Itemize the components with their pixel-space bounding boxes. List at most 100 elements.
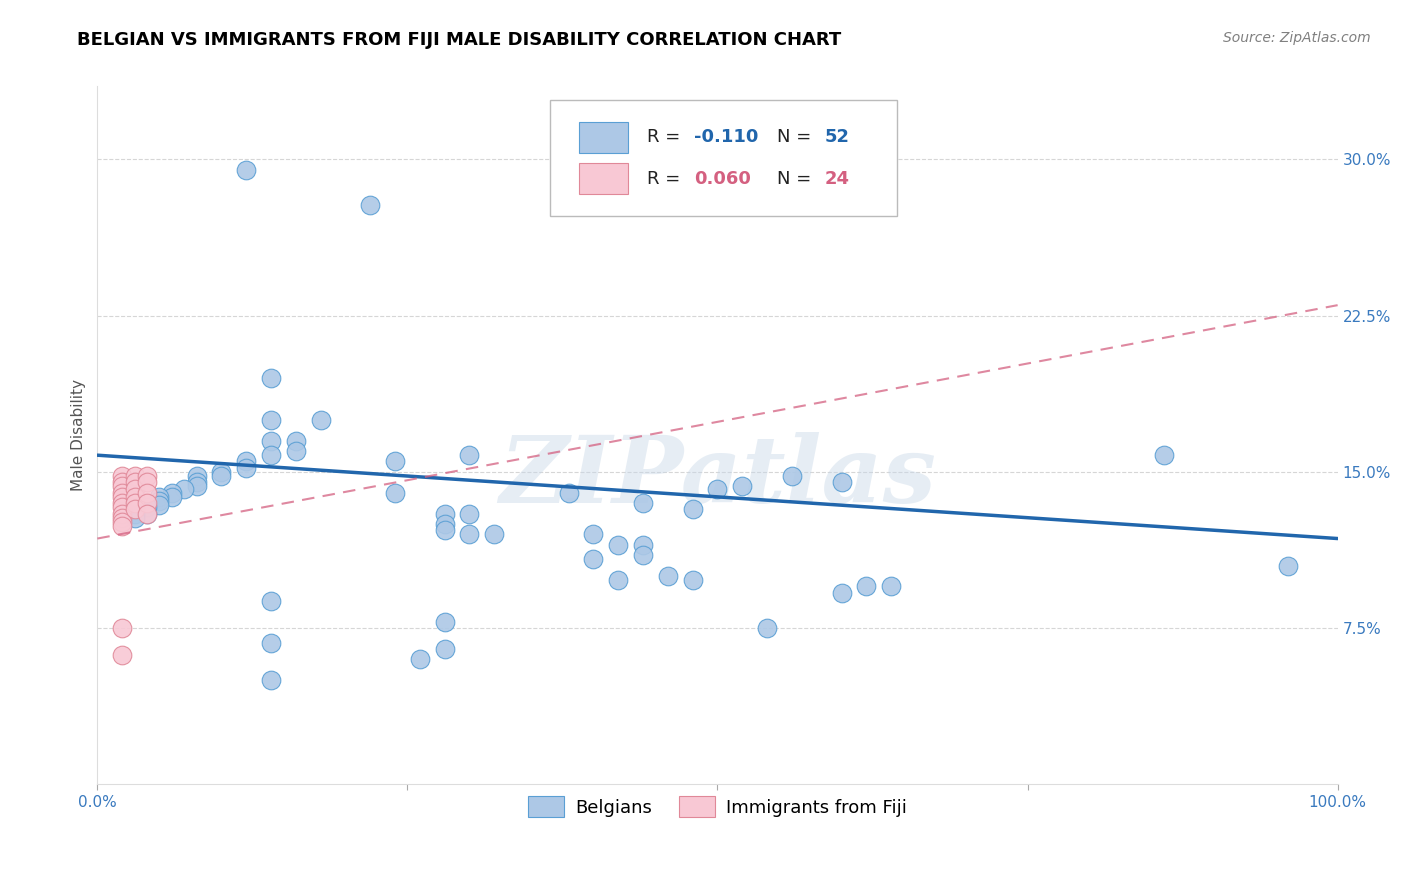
Point <box>260 594 283 608</box>
Bar <box>579 121 628 153</box>
Point <box>136 475 159 490</box>
Text: 52: 52 <box>824 128 849 146</box>
Point <box>111 496 134 510</box>
Point <box>111 519 134 533</box>
Point <box>136 507 159 521</box>
Point <box>260 371 283 385</box>
Point <box>607 573 630 587</box>
Text: N =: N = <box>778 169 817 187</box>
Text: -0.110: -0.110 <box>695 128 758 146</box>
Point <box>359 198 381 212</box>
Point <box>111 507 134 521</box>
Bar <box>579 163 628 194</box>
Text: 0.060: 0.060 <box>695 169 751 187</box>
Point <box>124 490 146 504</box>
Text: Source: ZipAtlas.com: Source: ZipAtlas.com <box>1223 31 1371 45</box>
Point <box>682 573 704 587</box>
Point <box>111 648 134 663</box>
Point <box>111 490 134 504</box>
Point <box>186 469 208 483</box>
Point <box>235 460 257 475</box>
Text: R =: R = <box>647 169 686 187</box>
Point <box>582 527 605 541</box>
Point <box>731 479 754 493</box>
Point <box>582 552 605 566</box>
Point <box>855 579 877 593</box>
Point <box>124 475 146 490</box>
Point <box>682 502 704 516</box>
Point <box>124 496 146 510</box>
Text: 24: 24 <box>824 169 849 187</box>
Point <box>756 621 779 635</box>
Point <box>880 579 903 593</box>
Point <box>186 475 208 490</box>
Point <box>111 475 134 490</box>
Point <box>484 527 506 541</box>
Point <box>260 448 283 462</box>
Point <box>831 585 853 599</box>
Point <box>136 496 159 510</box>
Point <box>148 494 170 508</box>
Point <box>780 469 803 483</box>
Point <box>209 469 232 483</box>
Point <box>136 507 159 521</box>
Point <box>111 510 134 524</box>
Point <box>124 469 146 483</box>
Point <box>173 482 195 496</box>
Y-axis label: Male Disability: Male Disability <box>72 379 86 491</box>
Point <box>111 485 134 500</box>
Point <box>384 485 406 500</box>
Point <box>631 538 654 552</box>
Point <box>124 510 146 524</box>
Point <box>111 469 134 483</box>
Point <box>235 162 257 177</box>
Point <box>235 454 257 468</box>
Point <box>706 482 728 496</box>
Point <box>433 615 456 629</box>
Point <box>433 523 456 537</box>
Point <box>136 500 159 515</box>
Point <box>831 475 853 490</box>
Point <box>433 516 456 531</box>
Point <box>124 507 146 521</box>
Point <box>458 507 481 521</box>
Point <box>1153 448 1175 462</box>
Point <box>409 652 432 666</box>
Point <box>111 500 134 515</box>
Point <box>458 527 481 541</box>
Point <box>160 490 183 504</box>
Point <box>607 538 630 552</box>
Point <box>284 444 307 458</box>
Point <box>657 569 679 583</box>
Text: R =: R = <box>647 128 686 146</box>
Point <box>111 621 134 635</box>
Point <box>260 673 283 688</box>
Point <box>631 548 654 562</box>
Text: N =: N = <box>778 128 817 146</box>
Text: ZIPatlas: ZIPatlas <box>499 433 936 523</box>
Point <box>309 413 332 427</box>
FancyBboxPatch shape <box>550 100 897 216</box>
Point <box>111 479 134 493</box>
Point <box>557 485 579 500</box>
Point <box>111 515 134 529</box>
Point <box>284 434 307 448</box>
Point <box>136 485 159 500</box>
Point <box>136 469 159 483</box>
Point <box>458 448 481 462</box>
Point <box>631 496 654 510</box>
Point <box>186 479 208 493</box>
Point <box>124 502 146 516</box>
Point <box>148 490 170 504</box>
Point <box>260 636 283 650</box>
Point <box>433 642 456 657</box>
Point <box>384 454 406 468</box>
Point <box>148 498 170 512</box>
Point <box>209 465 232 479</box>
Point <box>124 482 146 496</box>
Point <box>433 507 456 521</box>
Point <box>260 434 283 448</box>
Text: BELGIAN VS IMMIGRANTS FROM FIJI MALE DISABILITY CORRELATION CHART: BELGIAN VS IMMIGRANTS FROM FIJI MALE DIS… <box>77 31 842 49</box>
Legend: Belgians, Immigrants from Fiji: Belgians, Immigrants from Fiji <box>520 789 914 824</box>
Point <box>160 485 183 500</box>
